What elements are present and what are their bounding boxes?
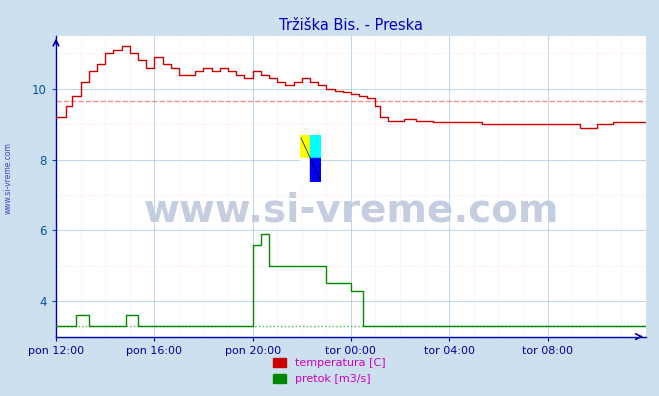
Legend: temperatura [C], pretok [m3/s]: temperatura [C], pretok [m3/s] <box>269 353 390 388</box>
Bar <box>300 158 310 182</box>
Bar <box>310 135 321 158</box>
Title: Tržiška Bis. - Preska: Tržiška Bis. - Preska <box>279 18 423 33</box>
Bar <box>300 135 310 158</box>
Bar <box>310 158 321 182</box>
Text: www.si-vreme.com: www.si-vreme.com <box>3 142 13 214</box>
Text: www.si-vreme.com: www.si-vreme.com <box>143 191 559 229</box>
